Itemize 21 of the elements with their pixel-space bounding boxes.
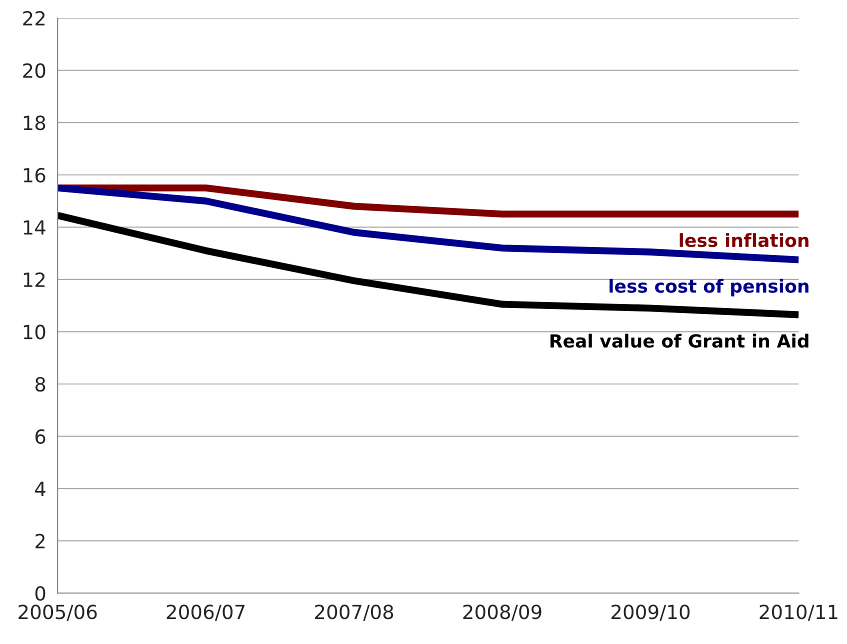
y-tick-label: 18	[24, 116, 46, 130]
x-tick-label: 2007/08	[315, 604, 394, 621]
y-tick-label: 8	[35, 376, 46, 392]
x-tick-label: 2010/11	[760, 604, 838, 621]
y-tick-label: 16	[24, 168, 46, 183]
y-tick-label: 22	[23, 10, 45, 26]
series-label: Real value of Grant in Aid	[550, 334, 808, 348]
y-tick-label: 20	[23, 63, 46, 78]
y-tick-label: 0	[35, 586, 46, 601]
x-tick-label: 2009/10	[612, 604, 690, 621]
series-label: less inflation	[680, 233, 808, 248]
y-tick-label: 10	[24, 324, 46, 340]
y-tick-label: 2	[36, 534, 45, 548]
x-tick-label: 2005/06	[18, 604, 97, 621]
y-tick-label: 6	[35, 429, 46, 444]
y-tick-label: 14	[24, 220, 46, 235]
x-tick-label: 2008/09	[463, 604, 542, 621]
y-tick-label: 4	[35, 482, 46, 496]
x-tick-label: 2006/07	[166, 604, 245, 621]
y-tick-label: 12	[24, 272, 45, 287]
series-label: less cost of pension	[610, 278, 808, 296]
